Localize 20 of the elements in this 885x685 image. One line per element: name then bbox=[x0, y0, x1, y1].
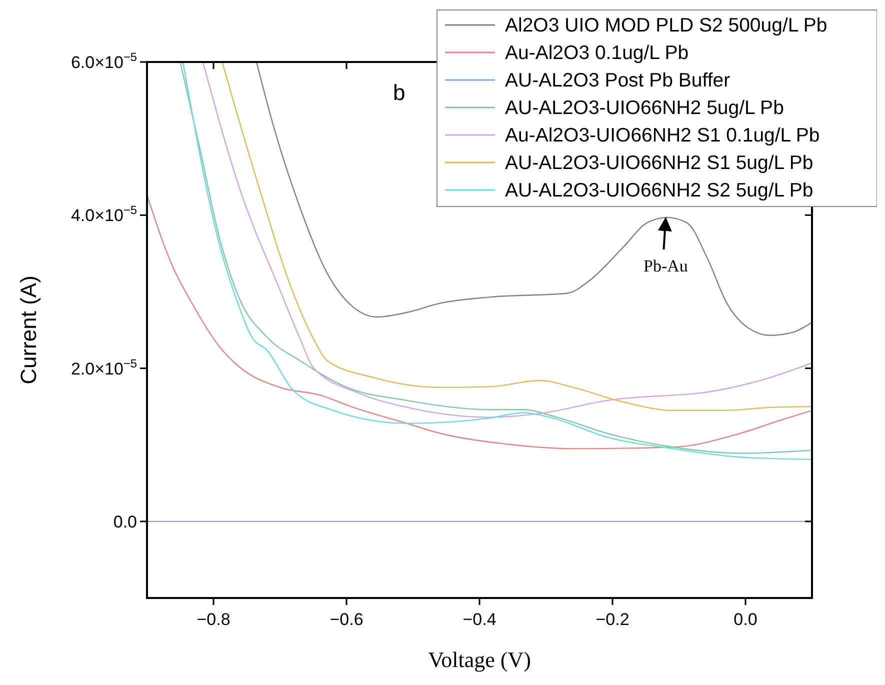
x-tick-label: −0.6 bbox=[330, 610, 364, 629]
legend-label: Au-Al2O3 0.1ug/L Pb bbox=[505, 42, 689, 64]
annotation: b bbox=[393, 80, 406, 105]
y-tick-label: 2.0×10$^{−5}$ bbox=[70, 356, 138, 378]
y-tick-label: 4.0×10$^{−5}$ bbox=[70, 203, 138, 226]
y-tick-label: 6.0×10$^{−5}$ bbox=[70, 50, 138, 72]
x-tick-label: −0.8 bbox=[196, 610, 230, 629]
legend-label: Au-Al2O3-UIO66NH2 S1 0.1ug/L Pb bbox=[505, 124, 820, 146]
legend-label: Al2O3 UIO MOD PLD S2 500ug/L Pb bbox=[505, 14, 828, 36]
y-axis-title: Current (A) bbox=[16, 276, 41, 384]
x-axis-title: Voltage (V) bbox=[428, 647, 531, 672]
legend-label: AU-AL2O3 Post Pb Buffer bbox=[505, 70, 731, 92]
x-tick-label: 0.0 bbox=[734, 610, 758, 629]
annotation: Pb-Au bbox=[643, 256, 688, 276]
y-tick-label: 0.0 bbox=[113, 512, 137, 532]
legend-label: AU-AL2O3-UIO66NH2 S2 5ug/L Pb bbox=[505, 180, 814, 202]
legend-label: AU-AL2O3-UIO66NH2 S1 5ug/L Pb bbox=[505, 152, 814, 174]
x-tick-label: −0.4 bbox=[462, 610, 496, 629]
x-tick-label: −0.2 bbox=[596, 610, 630, 629]
legend-label: AU-AL2O3-UIO66NH2 5ug/L Pb bbox=[505, 97, 784, 119]
